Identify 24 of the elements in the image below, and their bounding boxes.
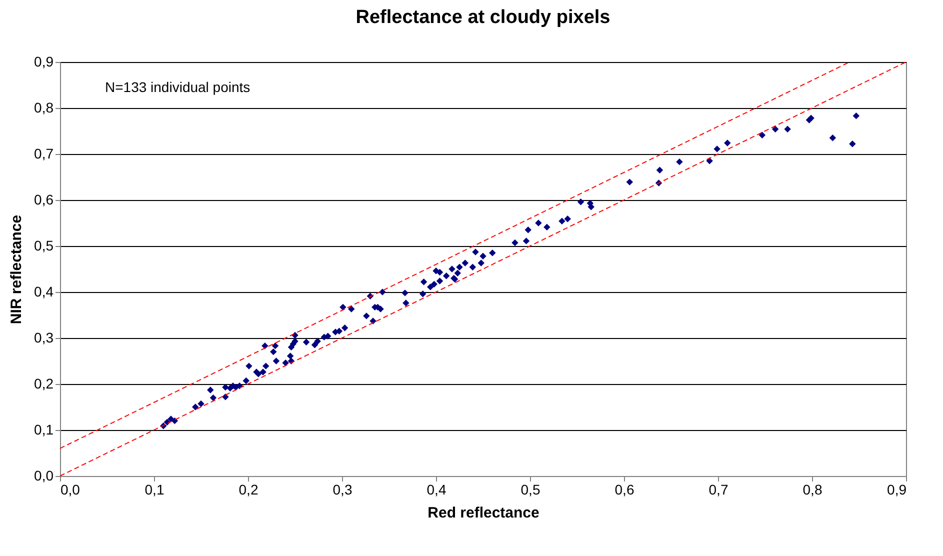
y-tick-label: 0,4: [34, 284, 54, 300]
x-tick-label: 0,5: [520, 482, 540, 498]
y-tick-label: 0,3: [34, 330, 54, 346]
y-tick-label: 0,7: [34, 146, 54, 162]
x-tick-label: 0,6: [614, 482, 634, 498]
x-tick-label: 0,0: [60, 482, 80, 498]
chart-title: Reflectance at cloudy pixels: [356, 7, 610, 28]
y-tick-label: 0,6: [34, 192, 54, 208]
x-tick-label: 0,4: [426, 482, 446, 498]
y-axis-title: NIR reflectance: [8, 214, 26, 324]
y-tick-label: 0,8: [34, 100, 54, 116]
y-tick-label: 0,2: [34, 376, 54, 392]
x-tick-label: 0,3: [332, 482, 352, 498]
x-axis-title: Red reflectance: [428, 504, 540, 522]
x-tick-label: 0,7: [708, 482, 728, 498]
x-tick-label: 0,8: [802, 482, 822, 498]
y-tick-label: 0,9: [34, 54, 54, 70]
x-tick-label: 0,2: [238, 482, 258, 498]
x-tick-label: 0,9: [887, 482, 907, 498]
y-tick-label: 0,0: [34, 468, 54, 484]
annotation: N=133 individual points: [105, 79, 250, 95]
y-tick-label: 0,1: [34, 422, 54, 438]
x-tick-label: 0,1: [144, 482, 164, 498]
y-tick-label: 0,5: [34, 238, 54, 254]
